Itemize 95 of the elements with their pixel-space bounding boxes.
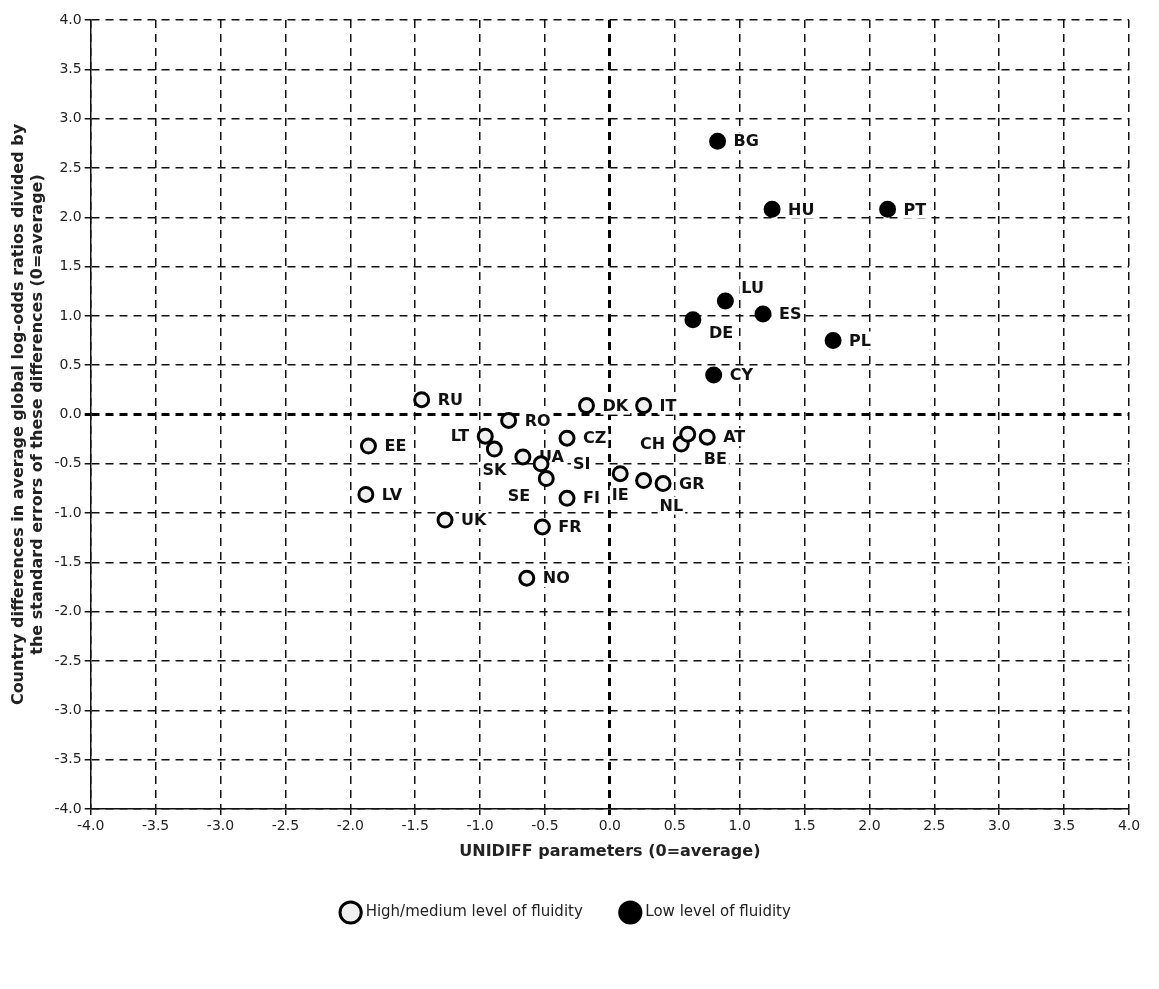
y-tick-label: -3.5 — [54, 750, 82, 767]
x-tick-label: 2.5 — [923, 817, 946, 834]
annotation: SE — [507, 485, 531, 505]
point — [716, 292, 734, 310]
annotation: ES — [779, 304, 802, 324]
annotation: CY — [729, 365, 754, 385]
y-tick-label: 4.0 — [59, 10, 82, 27]
annotation: BE — [703, 449, 727, 469]
point — [635, 397, 653, 415]
y-tick-label: -1.5 — [54, 553, 82, 570]
point — [635, 472, 653, 490]
point — [879, 200, 897, 218]
legend-label: Low level of fluidity — [645, 902, 791, 921]
point — [533, 518, 551, 536]
y-tick-label: -4.0 — [54, 799, 82, 816]
y-tick-label: -0.5 — [54, 454, 82, 471]
annotation: SK — [482, 460, 507, 480]
annotation: LU — [741, 278, 764, 298]
annotation: GR — [679, 473, 705, 493]
x-tick-label: -0.5 — [531, 817, 559, 834]
y-tick-label: -3.0 — [54, 701, 82, 718]
point — [558, 489, 576, 507]
x-tick-label: 1.5 — [793, 817, 816, 834]
point — [514, 448, 532, 466]
x-tick-label: 0.0 — [598, 817, 621, 834]
x-tick-label: 2.0 — [858, 817, 881, 834]
point — [578, 397, 595, 415]
annotation: IT — [659, 395, 677, 415]
point — [359, 437, 377, 455]
x-axis-title: UNIDIFF parameters (0=average) — [459, 840, 761, 860]
x-tick-label: -4.0 — [77, 817, 105, 834]
annotation: CH — [640, 434, 666, 454]
point — [476, 427, 494, 445]
x-tick-label: 4.0 — [1117, 817, 1141, 834]
point — [824, 332, 842, 350]
x-tick-label: 1.0 — [728, 817, 751, 834]
point — [485, 440, 503, 458]
x-tick-label: -3.5 — [141, 817, 170, 834]
annotation: HU — [788, 199, 815, 219]
legend-label: High/medium level of fluidity — [365, 902, 583, 921]
point — [754, 305, 772, 323]
y-tick-label: -2.5 — [54, 651, 82, 668]
annotation: PT — [903, 199, 927, 219]
x-tick-label: -1.5 — [401, 817, 429, 834]
point — [698, 428, 716, 446]
point — [537, 470, 555, 488]
annotation: DE — [708, 322, 734, 342]
point — [500, 411, 518, 429]
point — [518, 569, 536, 587]
annotation: RO — [524, 410, 551, 430]
x-tick-label: 3.5 — [1052, 817, 1076, 834]
y-axis-title: Country differences in average global log-odds ratios divided by the standard errors of these differences (0=average) — [7, 123, 46, 706]
y-tick-label: 1.5 — [59, 257, 82, 274]
y-tick-label: 3.5 — [59, 59, 82, 76]
annotation: LV — [381, 484, 403, 504]
annotation: BG — [733, 131, 759, 151]
y-tick-label: 2.0 — [59, 207, 82, 224]
annotation: FI — [583, 488, 600, 508]
annotation: EE — [384, 436, 407, 456]
y-tick-label: 1.0 — [59, 306, 82, 323]
point — [558, 429, 576, 447]
point — [413, 391, 431, 409]
x-tick-label: 3.0 — [988, 817, 1011, 834]
annotation: SI — [573, 453, 591, 473]
point — [436, 511, 454, 529]
point — [611, 465, 629, 483]
annotation: IE — [611, 484, 629, 504]
point — [763, 200, 781, 218]
point — [679, 425, 697, 443]
annotation: FR — [558, 517, 582, 537]
y-tick-label: -1.0 — [54, 503, 82, 520]
point — [654, 475, 672, 493]
y-tick-label: 0.5 — [59, 355, 82, 372]
y-tick-label: 3.0 — [59, 109, 82, 126]
x-tick-label: 0.5 — [663, 817, 686, 834]
annotation: PL — [849, 330, 872, 350]
point — [357, 485, 375, 503]
x-tick-label: -2.5 — [271, 817, 300, 834]
point — [705, 366, 723, 384]
annotation: DK — [602, 395, 629, 415]
x-tick-label: -3.0 — [206, 817, 235, 834]
annotation: AT — [723, 427, 746, 447]
point — [684, 311, 702, 329]
annotation: LT — [450, 426, 470, 446]
x-tick-label: -1.0 — [466, 817, 494, 834]
annotation: RU — [437, 389, 463, 409]
y-tick-label: 0.0 — [59, 405, 82, 422]
point — [709, 132, 727, 150]
annotation: NL — [659, 495, 684, 515]
y-tick-label: 2.5 — [59, 158, 82, 175]
annotation: UK — [461, 510, 488, 530]
y-tick-label: -2.0 — [54, 602, 82, 619]
x-tick-label: -2.0 — [336, 817, 364, 834]
annotation: CZ — [583, 428, 607, 448]
annotation: NO — [542, 568, 570, 588]
